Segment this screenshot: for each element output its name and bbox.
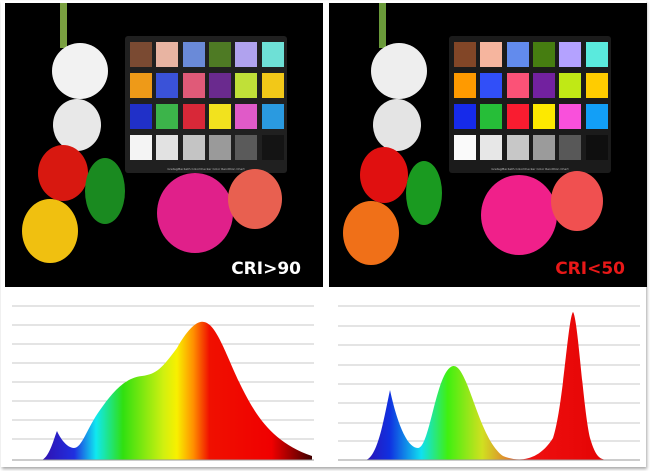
color-patch bbox=[559, 73, 582, 98]
color-patch bbox=[454, 135, 476, 160]
color-patch bbox=[208, 104, 231, 129]
color-checker-chart: GretagMacbeth ColorChecker Color Renditi… bbox=[125, 36, 287, 173]
color-patch bbox=[480, 135, 503, 160]
color-patch bbox=[156, 42, 179, 67]
spectrum-chart-cri-high bbox=[12, 305, 314, 461]
color-patch bbox=[261, 104, 284, 129]
color-patch bbox=[182, 42, 205, 67]
color-patch bbox=[182, 73, 205, 98]
color-patch bbox=[559, 104, 582, 129]
color-patch bbox=[532, 42, 555, 67]
spectrum-curve bbox=[42, 321, 312, 460]
color-patch bbox=[585, 42, 608, 67]
photo-cri-high: GretagMacbeth ColorChecker Color Renditi… bbox=[5, 3, 323, 287]
color-patch bbox=[130, 42, 152, 67]
color-patch bbox=[585, 104, 608, 129]
checker-caption: GretagMacbeth ColorChecker Color Renditi… bbox=[167, 167, 245, 171]
color-checker-chart: GretagMacbeth ColorChecker Color Renditi… bbox=[449, 36, 611, 173]
spectrum-chart-cri-low bbox=[338, 305, 640, 461]
spectrum-curve bbox=[366, 312, 610, 460]
color-patch bbox=[130, 104, 152, 129]
color-patch bbox=[559, 135, 582, 160]
color-patch bbox=[585, 135, 608, 160]
color-patch bbox=[506, 135, 529, 160]
color-patch bbox=[506, 104, 529, 129]
cri-label: CRI>90 bbox=[231, 259, 301, 279]
color-patch bbox=[261, 42, 284, 67]
color-patch bbox=[506, 42, 529, 67]
color-patch bbox=[235, 73, 258, 98]
color-patch bbox=[261, 73, 284, 98]
color-patch bbox=[156, 104, 179, 129]
color-patch bbox=[480, 42, 503, 67]
color-patch bbox=[182, 104, 205, 129]
color-patch bbox=[208, 73, 231, 98]
color-patch bbox=[235, 104, 258, 129]
color-patch bbox=[208, 42, 231, 67]
color-patch bbox=[532, 104, 555, 129]
color-patch bbox=[532, 73, 555, 98]
checker-caption: GretagMacbeth ColorChecker Color Renditi… bbox=[491, 167, 569, 171]
still-life-objects bbox=[22, 3, 282, 263]
color-patch bbox=[156, 135, 179, 160]
color-patch bbox=[235, 42, 258, 67]
color-patch bbox=[130, 135, 152, 160]
still-life-objects bbox=[343, 3, 603, 265]
color-patch bbox=[585, 73, 608, 98]
color-patch bbox=[506, 73, 529, 98]
photo-cri-low: GretagMacbeth ColorChecker Color Renditi… bbox=[329, 3, 647, 287]
color-patch bbox=[261, 135, 284, 160]
color-patch bbox=[532, 135, 555, 160]
color-patch bbox=[156, 73, 179, 98]
color-patch bbox=[454, 42, 476, 67]
gridlines bbox=[338, 305, 640, 442]
color-patch bbox=[559, 42, 582, 67]
color-patch bbox=[130, 73, 152, 98]
color-patch bbox=[235, 135, 258, 160]
color-patch bbox=[208, 135, 231, 160]
color-patch bbox=[480, 104, 503, 129]
cri-label: CRI<50 bbox=[555, 259, 625, 279]
color-patch bbox=[454, 73, 476, 98]
color-patch bbox=[182, 135, 205, 160]
color-patch bbox=[454, 104, 476, 129]
color-patch bbox=[480, 73, 503, 98]
